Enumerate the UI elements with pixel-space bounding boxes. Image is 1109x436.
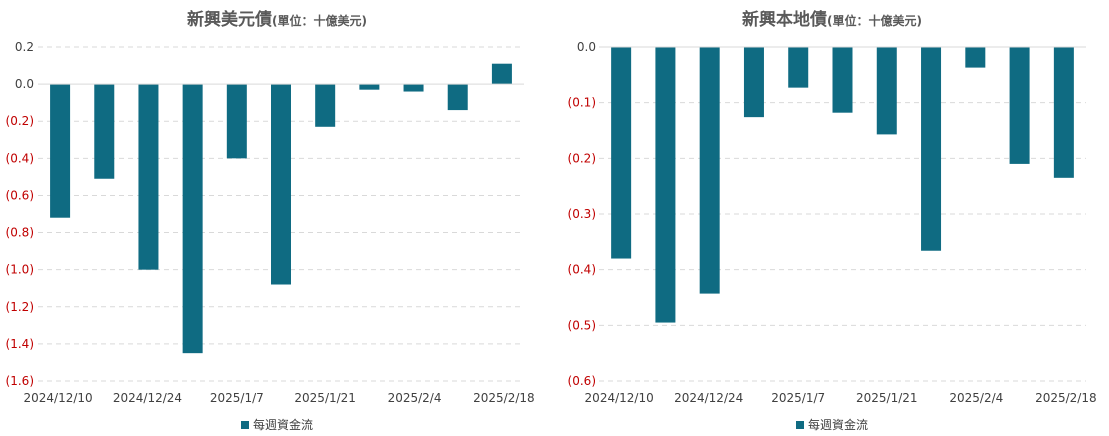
local-bond-chart: 新興本地債(單位：十億美元) 0.0 (0.1) (0.2) (0.3) (0.4) (0…: [555, 0, 1109, 436]
y-tick-label: (1.2): [6, 300, 34, 314]
x-tick-label: 2025/2/18: [1035, 391, 1097, 405]
bar: [50, 84, 71, 218]
chart-legend: 每週資金流: [0, 416, 554, 433]
chart-legend: 每週資金流: [555, 416, 1109, 433]
bar: [271, 84, 291, 285]
y-tick-label: 0.0: [15, 77, 34, 91]
bar: [182, 84, 203, 354]
legend-label: 每週資金流: [252, 418, 313, 432]
y-tick-label: (0.8): [6, 226, 34, 240]
x-tick-label: 2024/12/24: [674, 391, 743, 405]
y-tick-label: (0.4): [568, 263, 596, 277]
bar: [226, 84, 247, 159]
y-tick-label: (0.6): [568, 374, 596, 388]
x-tick-label: 2025/1/21: [856, 391, 918, 405]
legend-swatch: [795, 421, 804, 429]
bar: [876, 47, 897, 135]
y-tick-label: (0.2): [568, 151, 596, 165]
y-tick-label: (0.3): [568, 207, 596, 221]
chart-title-unit: (單位：十億美元): [272, 14, 367, 28]
bar: [611, 47, 632, 259]
x-tick-label: 2024/12/10: [24, 391, 93, 405]
x-tick-label: 2025/1/7: [210, 391, 264, 405]
bar: [921, 47, 942, 251]
y-tick-label: (0.2): [6, 114, 34, 128]
chart-title-unit: (單位：十億美元): [827, 14, 922, 28]
x-tick-label: 2025/2/4: [388, 391, 442, 405]
bar: [447, 84, 468, 111]
y-tick-label: (1.6): [6, 374, 34, 388]
y-tick-label: (1.0): [6, 263, 34, 277]
x-tick-label: 2024/12/24: [113, 391, 182, 405]
bar: [1009, 47, 1030, 164]
bar: [965, 47, 986, 68]
y-tick-label: 0.2: [15, 40, 34, 54]
bar: [315, 84, 336, 127]
y-tick-label: (0.1): [568, 96, 596, 110]
chart-title: 新興本地債(單位：十億美元): [555, 5, 1109, 30]
legend-label: 每週資金流: [807, 418, 868, 432]
y-tick-label: (0.6): [6, 188, 34, 202]
bar: [832, 47, 853, 113]
chart-title-main: 新興美元債: [187, 10, 272, 30]
bar: [94, 84, 115, 179]
bar: [743, 47, 764, 118]
chart-title: 新興美元債(單位：十億美元): [0, 5, 554, 30]
x-tick-label: 2025/2/4: [949, 391, 1003, 405]
x-tick-label: 2025/1/7: [771, 391, 825, 405]
bar: [359, 84, 380, 90]
y-tick-label: (1.4): [6, 337, 34, 351]
bar: [138, 84, 159, 270]
usd-bond-chart: 新興美元債(單位：十億美元) 0.2 0.0 (0.2) (0.4) (0.6) (0.8…: [0, 0, 554, 436]
chart-title-main: 新興本地債: [742, 10, 827, 30]
bar: [655, 47, 676, 323]
chart-plot: 0.0 (0.1) (0.2) (0.3) (0.4) (0.5) (0.6) 2024/12…: [568, 40, 1097, 405]
x-tick-label: 2025/1/21: [294, 391, 356, 405]
legend-swatch: [240, 421, 249, 429]
bar: [491, 63, 512, 85]
y-tick-label: (0.4): [6, 151, 34, 165]
bar: [403, 84, 424, 92]
y-tick-label: (0.5): [568, 318, 596, 332]
bar: [699, 47, 720, 294]
bar: [788, 47, 809, 88]
y-tick-label: 0.0: [577, 40, 596, 54]
x-tick-label: 2025/2/18: [473, 391, 535, 405]
chart-plot: 0.2 0.0 (0.2) (0.4) (0.6) (0.8) (1.0) (1.2) (1.4…: [6, 40, 535, 405]
bar: [1053, 47, 1074, 178]
x-tick-label: 2024/12/10: [585, 391, 654, 405]
